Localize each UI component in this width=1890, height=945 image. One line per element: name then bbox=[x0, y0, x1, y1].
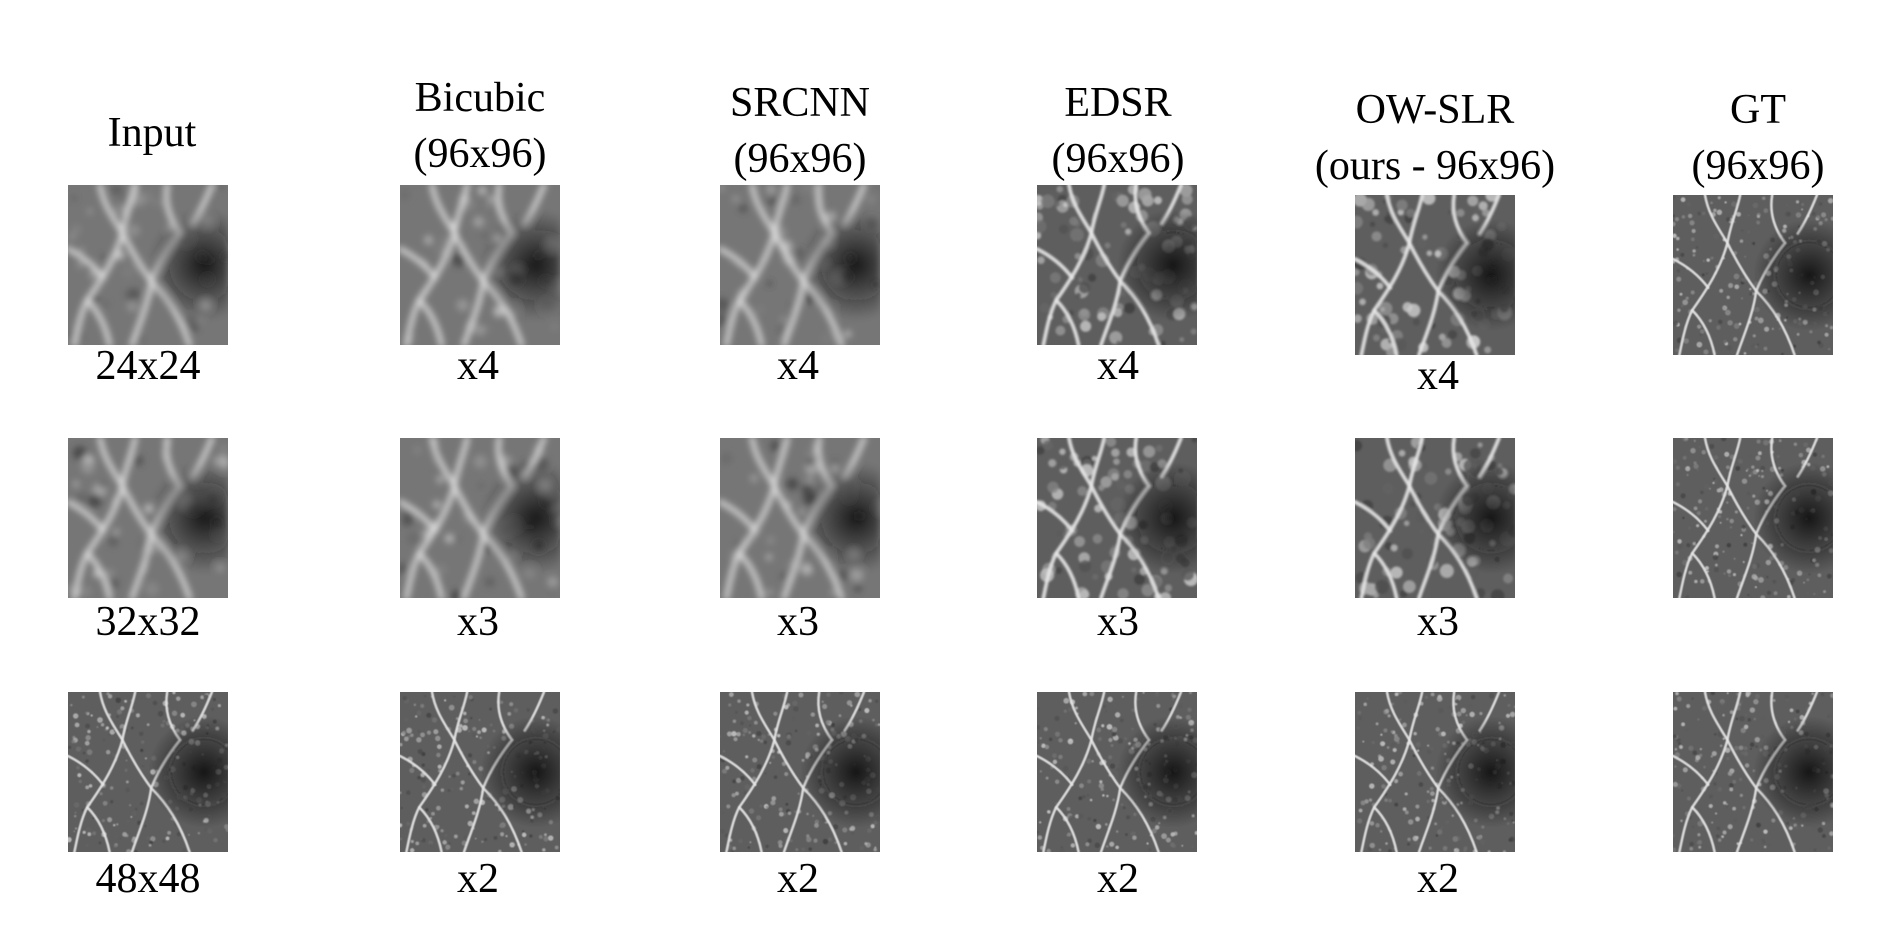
header-srcnn-line1: SRCNN bbox=[729, 80, 871, 126]
label-srcnn-row2: x3 bbox=[777, 599, 819, 645]
header-owslr-line2: (ours - 96x96) bbox=[1314, 143, 1556, 189]
header-owslr-line1: OW-SLR bbox=[1355, 87, 1515, 133]
tile-gt-row3 bbox=[1673, 692, 1833, 852]
label-input-row2: 32x32 bbox=[95, 599, 201, 645]
label-owslr-row1: x4 bbox=[1417, 353, 1459, 399]
tile-srcnn-row3 bbox=[720, 692, 880, 852]
tile-edsr-row3 bbox=[1037, 692, 1197, 852]
label-owslr-row3: x2 bbox=[1417, 856, 1459, 902]
tile-srcnn-row2 bbox=[720, 438, 880, 598]
header-gt-line2: (96x96) bbox=[1691, 143, 1825, 189]
header-edsr-line1: EDSR bbox=[1064, 80, 1172, 126]
tile-edsr-row1 bbox=[1037, 185, 1197, 345]
header-gt-line1: GT bbox=[1730, 87, 1786, 133]
header-gt: GT (96x96) bbox=[1658, 82, 1858, 194]
label-srcnn-row1: x4 bbox=[777, 343, 819, 389]
header-input: Input bbox=[62, 105, 242, 161]
tile-bicubic-row3 bbox=[400, 692, 560, 852]
tile-input-row3 bbox=[68, 692, 228, 852]
tile-edsr-row2 bbox=[1037, 438, 1197, 598]
header-bicubic-line1: Bicubic bbox=[414, 75, 546, 121]
header-edsr-line2: (96x96) bbox=[1051, 136, 1185, 182]
label-edsr-row1: x4 bbox=[1097, 343, 1139, 389]
tile-input-row1 bbox=[68, 185, 228, 345]
tile-owslr-row3 bbox=[1355, 692, 1515, 852]
label-edsr-row3: x2 bbox=[1097, 856, 1139, 902]
tile-gt-row1 bbox=[1673, 195, 1833, 355]
header-owslr: OW-SLR (ours - 96x96) bbox=[1295, 82, 1575, 194]
header-srcnn: SRCNN (96x96) bbox=[700, 75, 900, 187]
label-edsr-row2: x3 bbox=[1097, 599, 1139, 645]
tile-bicubic-row2 bbox=[400, 438, 560, 598]
header-srcnn-line2: (96x96) bbox=[733, 136, 867, 182]
label-input-row3: 48x48 bbox=[95, 856, 201, 902]
tile-owslr-row1 bbox=[1355, 195, 1515, 355]
header-edsr: EDSR (96x96) bbox=[1018, 75, 1218, 187]
label-bicubic-row2: x3 bbox=[457, 599, 499, 645]
tile-gt-row2 bbox=[1673, 438, 1833, 598]
label-bicubic-row1: x4 bbox=[457, 343, 499, 389]
label-srcnn-row3: x2 bbox=[777, 856, 819, 902]
header-input-line1: Input bbox=[107, 110, 197, 156]
header-bicubic: Bicubic (96x96) bbox=[380, 70, 580, 182]
label-owslr-row2: x3 bbox=[1417, 599, 1459, 645]
tile-owslr-row2 bbox=[1355, 438, 1515, 598]
label-bicubic-row3: x2 bbox=[457, 856, 499, 902]
tile-srcnn-row1 bbox=[720, 185, 880, 345]
header-bicubic-line2: (96x96) bbox=[413, 131, 547, 177]
tile-bicubic-row1 bbox=[400, 185, 560, 345]
tile-input-row2 bbox=[68, 438, 228, 598]
label-input-row1: 24x24 bbox=[95, 343, 201, 389]
